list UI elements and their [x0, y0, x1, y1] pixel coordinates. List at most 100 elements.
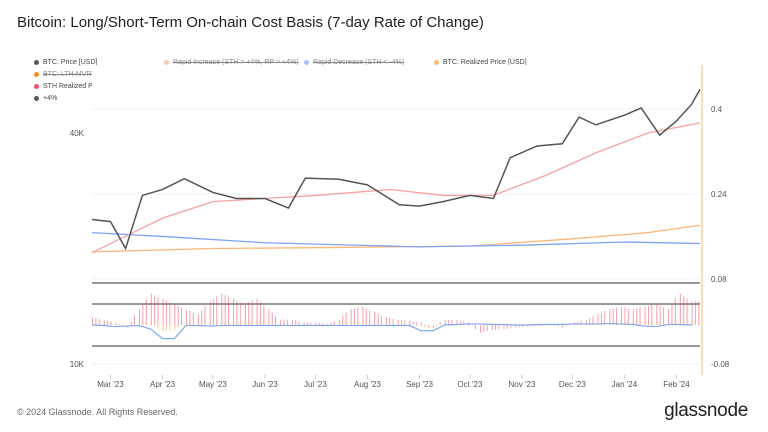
change-bar [463, 324, 465, 326]
legend-item[interactable]: +4% [34, 95, 57, 102]
change-bar [298, 324, 300, 325]
change-bar [228, 297, 230, 325]
change-bar [150, 321, 152, 325]
change-bar [416, 321, 418, 325]
change-bar [479, 325, 481, 333]
change-bar [585, 319, 587, 325]
change-bar [385, 324, 387, 325]
series-line [91, 88, 701, 251]
change-bar [439, 322, 441, 325]
change-bar [362, 306, 364, 325]
change-bar [310, 324, 312, 325]
change-bar [424, 325, 426, 328]
change-bar [92, 323, 93, 325]
change-bar [345, 323, 347, 325]
change-bar [98, 318, 100, 325]
change-bar [568, 324, 570, 326]
change-bar [165, 325, 167, 331]
change-bar [233, 322, 235, 325]
change-bar [627, 322, 629, 325]
change-bar [130, 325, 132, 326]
legend-item[interactable]: BTC: Price [USD] [34, 59, 97, 66]
change-bar [503, 325, 505, 330]
change-bar [486, 325, 488, 326]
change-bar [498, 325, 500, 326]
change-bar [263, 323, 265, 325]
change-bar [204, 322, 206, 325]
legend-dot-icon [34, 95, 39, 101]
change-bar [636, 321, 638, 325]
change-bar [338, 323, 340, 325]
change-bar [404, 320, 406, 325]
change-bar [118, 324, 120, 325]
change-bar [204, 305, 206, 325]
legend-item[interactable]: Rapid Increase (STH > +4%, RP > +4%) [164, 59, 299, 66]
change-bar [251, 300, 253, 325]
change-bar [632, 321, 634, 325]
change-bar [432, 325, 434, 329]
change-bar [698, 321, 700, 325]
change-bar [639, 307, 641, 325]
change-bar [283, 324, 285, 325]
x-axis-tick: Apr '23 [150, 380, 176, 389]
change-bar [107, 324, 109, 325]
change-bar [691, 321, 693, 325]
change-bar [686, 298, 688, 325]
change-bar [369, 310, 371, 325]
change-bar [527, 325, 529, 327]
change-bar [694, 301, 696, 325]
change-bar [683, 296, 685, 325]
change-bar [197, 314, 199, 325]
change-bar [259, 302, 261, 325]
change-bar [212, 298, 214, 325]
change-bar [557, 325, 559, 327]
change-bar [350, 309, 352, 325]
change-bar [380, 315, 382, 325]
change-bar [118, 325, 120, 326]
change-bar [416, 325, 418, 327]
change-bar [162, 298, 164, 325]
change-bar [639, 321, 641, 325]
change-bar [322, 323, 324, 325]
change-bar [201, 323, 203, 325]
change-bar [181, 325, 183, 326]
change-bar [165, 300, 167, 325]
change-bar [221, 293, 223, 325]
change-bar [333, 324, 335, 325]
change-bar [656, 304, 658, 325]
legend-item[interactable]: BTC: LTH-MVRV [34, 71, 96, 78]
legend-label: Rapid Decrease (STH < -4%) [313, 59, 405, 66]
right-axis-tick: 0.24 [711, 190, 727, 199]
change-bar [150, 293, 152, 325]
change-bar [683, 322, 685, 325]
change-bar [98, 323, 100, 325]
change-bar [221, 321, 223, 325]
x-axis-tick: May '23 [199, 380, 227, 389]
change-bar [401, 320, 403, 325]
change-bar [647, 305, 649, 325]
change-bar [392, 318, 394, 325]
change-bar [350, 323, 352, 325]
right-axis-tick: 0.08 [711, 275, 727, 284]
change-bar [530, 325, 532, 327]
change-bar [483, 325, 485, 332]
legend-item[interactable]: BTC: Realized Price [USD] [434, 59, 527, 66]
change-bar [330, 322, 332, 325]
change-bar [236, 323, 238, 325]
change-bar [244, 304, 246, 325]
change-bar [92, 317, 93, 325]
change-bar [303, 322, 305, 325]
legend-label: Rapid Increase (STH > +4%, RP > +4%) [173, 59, 299, 66]
legend-item[interactable]: Rapid Decrease (STH < -4%) [304, 59, 404, 66]
x-axis-tick: Dec '23 [559, 380, 586, 389]
change-bar [518, 325, 520, 328]
change-bar [291, 319, 293, 325]
change-bar [580, 320, 582, 325]
change-bar [189, 311, 191, 325]
change-bar [298, 321, 300, 325]
x-axis-tick: Aug '23 [354, 380, 381, 389]
legend-dot-icon [164, 59, 169, 65]
change-bar [192, 312, 194, 325]
change-bar [157, 297, 159, 325]
